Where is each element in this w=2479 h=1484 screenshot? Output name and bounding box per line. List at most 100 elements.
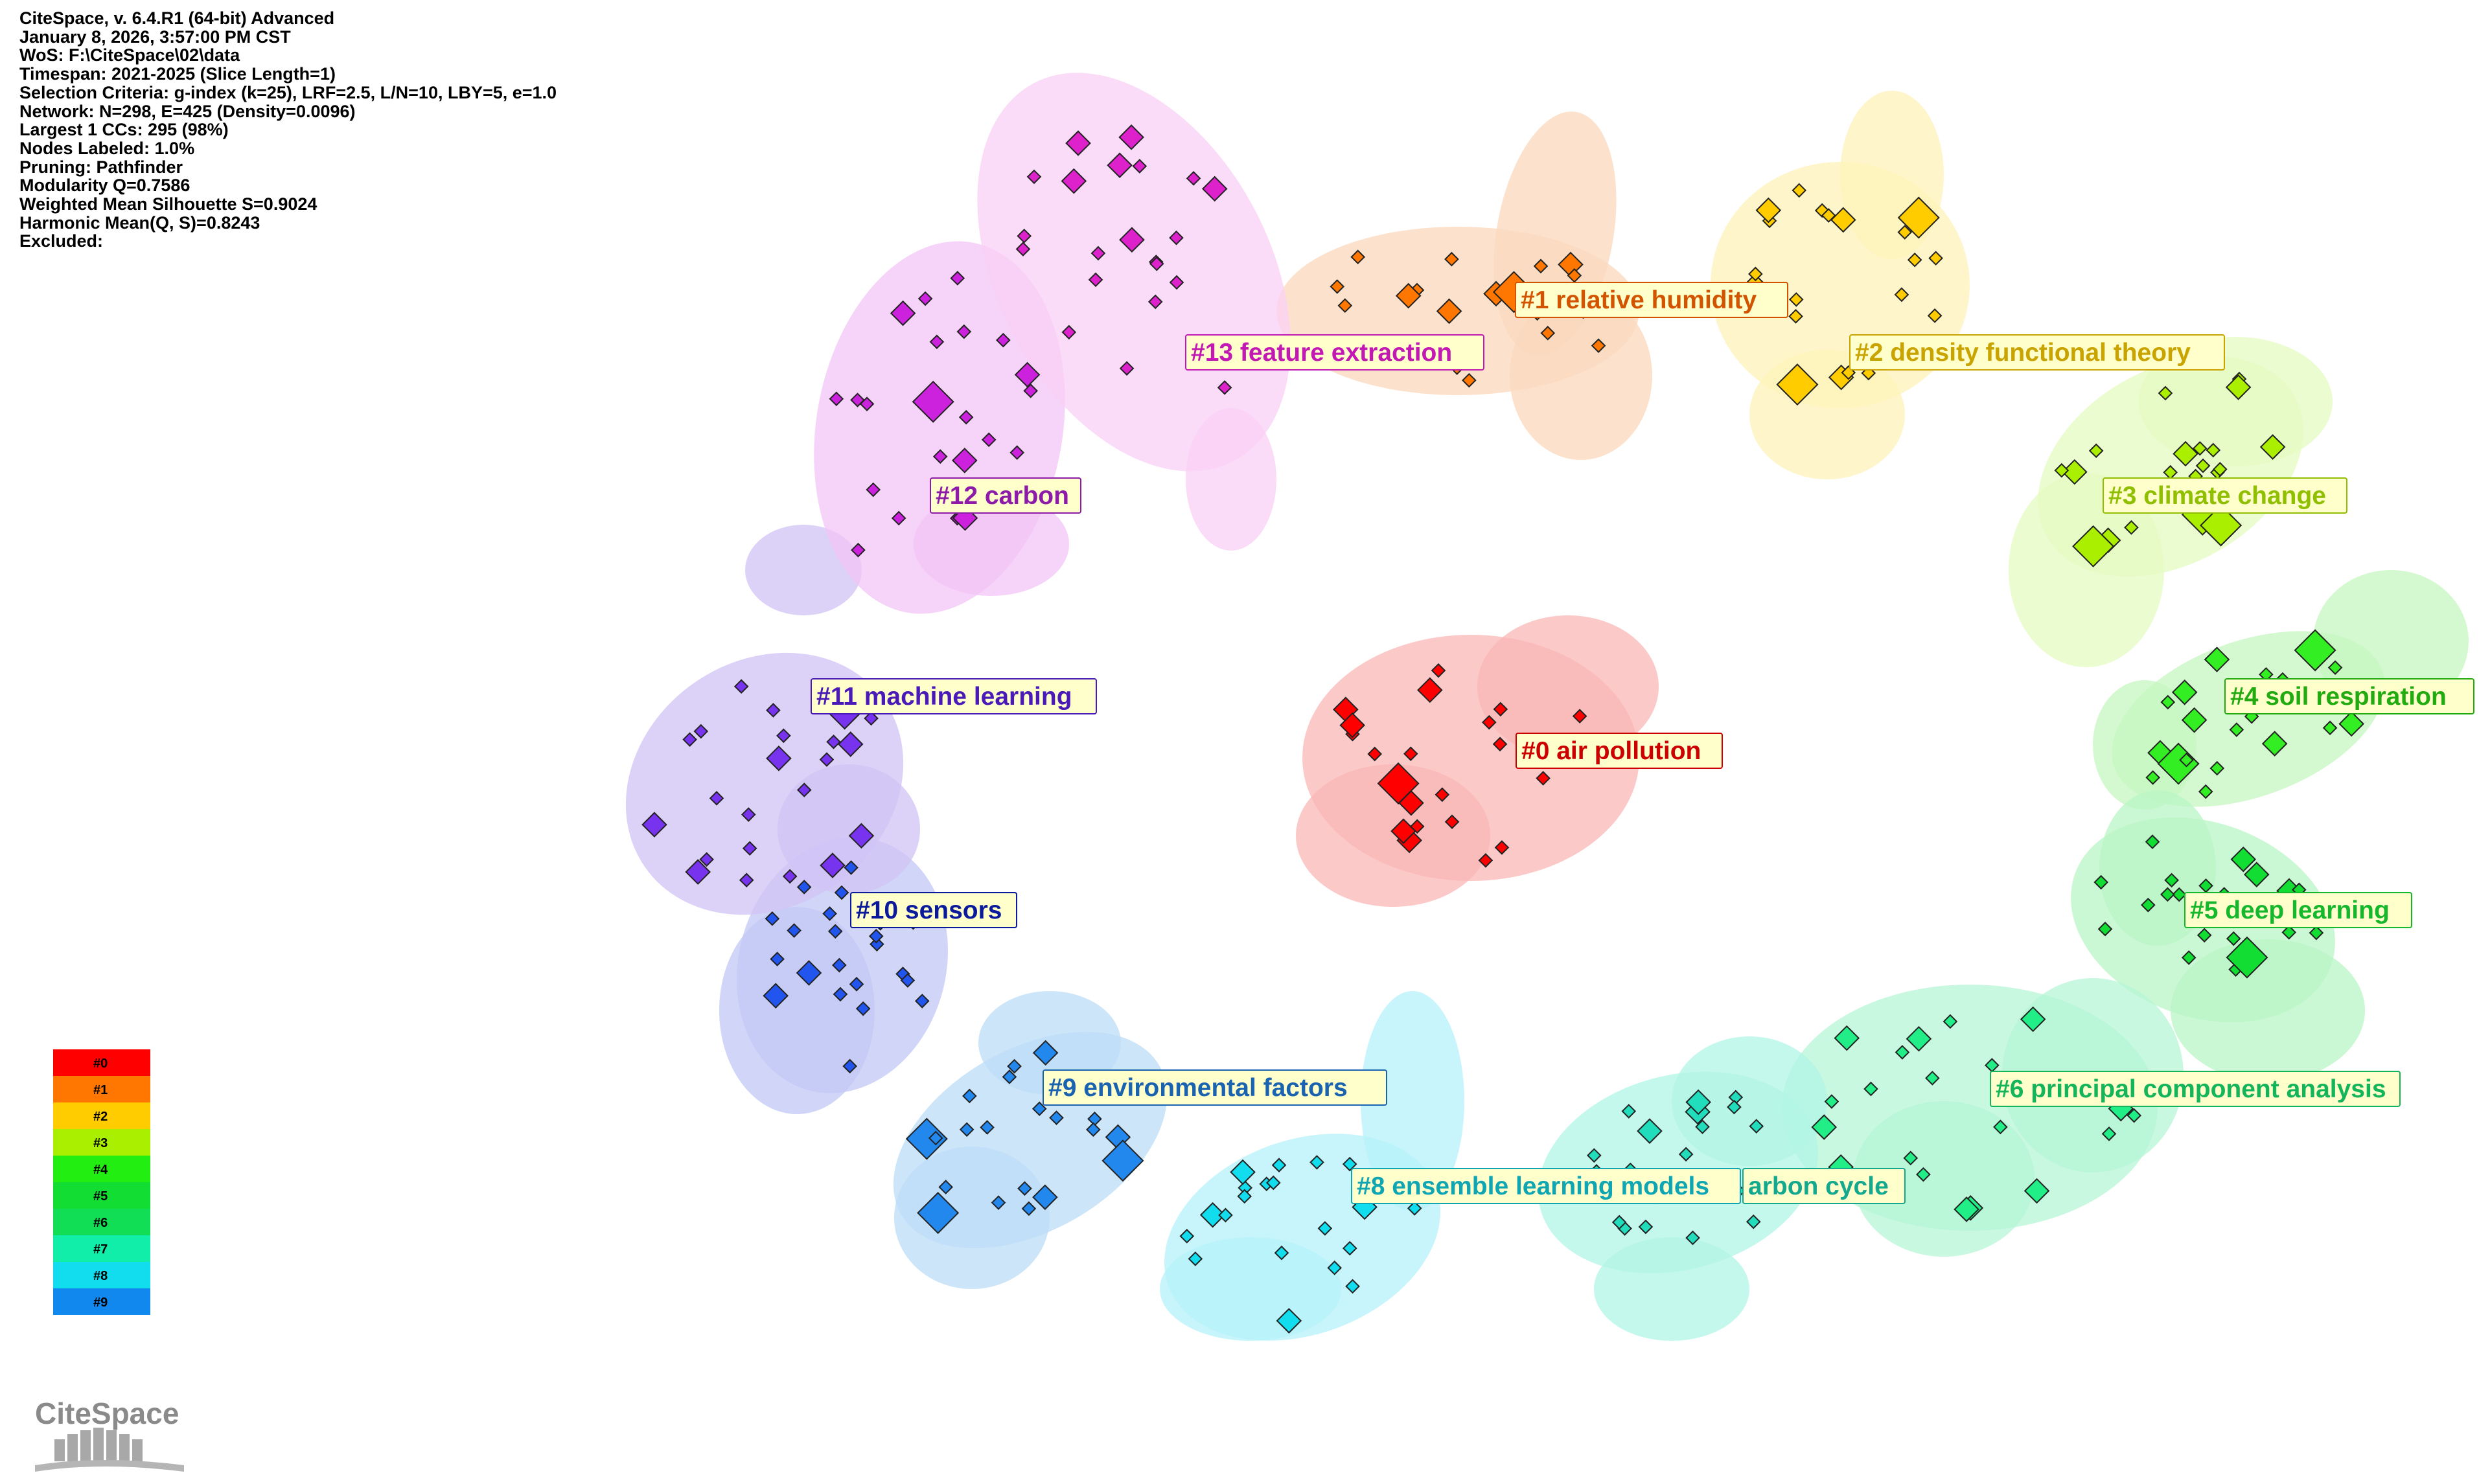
network-node[interactable] (2338, 711, 2364, 737)
network-node[interactable] (2294, 629, 2336, 672)
network-node[interactable] (864, 711, 879, 726)
network-node[interactable] (952, 448, 978, 474)
network-node[interactable] (1540, 325, 1556, 341)
network-node[interactable] (1755, 197, 1782, 223)
network-node[interactable] (2171, 887, 2187, 902)
network-node[interactable] (1788, 292, 1804, 307)
network-node[interactable] (1337, 298, 1353, 314)
network-node[interactable] (1417, 677, 1443, 703)
network-node[interactable] (1032, 1184, 1058, 1211)
network-node[interactable] (958, 409, 974, 425)
network-node[interactable] (1238, 1180, 1253, 1196)
network-node[interactable] (1403, 746, 1418, 761)
cluster-label[interactable]: #12 carbon (930, 477, 1081, 514)
network-node[interactable] (2124, 520, 2139, 535)
network-node[interactable] (2212, 462, 2228, 477)
network-node[interactable] (914, 994, 930, 1009)
network-node[interactable] (1367, 746, 1383, 762)
network-node[interactable] (1788, 308, 1803, 324)
network-node[interactable] (2200, 504, 2243, 547)
network-node[interactable] (2093, 874, 2109, 890)
network-node[interactable] (1637, 1118, 1663, 1144)
network-node[interactable] (1132, 159, 1147, 174)
network-node[interactable] (1017, 229, 1032, 244)
network-node[interactable] (787, 923, 801, 938)
network-node[interactable] (2062, 459, 2088, 485)
network-node[interactable] (766, 703, 781, 718)
network-node[interactable] (1014, 361, 1041, 388)
network-node[interactable] (827, 924, 843, 939)
network-node[interactable] (2209, 760, 2225, 776)
network-node[interactable] (2225, 374, 2252, 400)
network-node[interactable] (1897, 225, 1913, 240)
network-node[interactable] (866, 482, 881, 497)
network-node[interactable] (796, 960, 822, 986)
network-node[interactable] (1087, 1112, 1102, 1126)
network-node[interactable] (1017, 1181, 1032, 1196)
network-node[interactable] (1086, 1122, 1101, 1137)
network-node[interactable] (1494, 840, 1510, 855)
network-node[interactable] (1746, 1214, 1761, 1229)
network-node[interactable] (1444, 251, 1459, 267)
network-node[interactable] (819, 752, 835, 767)
cluster-nodes[interactable] (1742, 183, 1943, 406)
network-node[interactable] (2020, 1006, 2046, 1033)
network-node[interactable] (1954, 1196, 1979, 1222)
network-node[interactable] (917, 1192, 960, 1235)
network-node[interactable] (1065, 130, 1091, 156)
cluster-label[interactable]: #10 sensors (850, 892, 1017, 928)
network-node[interactable] (2243, 862, 2270, 887)
network-node[interactable] (2226, 936, 2268, 979)
network-node[interactable] (1536, 771, 1551, 786)
network-node[interactable] (2198, 878, 2213, 893)
network-node[interactable] (1409, 819, 1425, 834)
network-node[interactable] (1493, 702, 1508, 717)
network-node[interactable] (1342, 1240, 1357, 1256)
network-node[interactable] (2309, 925, 2324, 941)
network-node[interactable] (741, 807, 756, 822)
network-node[interactable] (1088, 272, 1103, 288)
network-node[interactable] (1007, 1058, 1022, 1074)
network-node[interactable] (1993, 1119, 2008, 1135)
network-node[interactable] (981, 432, 997, 448)
network-node[interactable] (962, 1088, 977, 1104)
network-node[interactable] (782, 869, 798, 884)
network-node[interactable] (1199, 1202, 1226, 1228)
network-node[interactable] (641, 812, 667, 838)
network-node[interactable] (1727, 1099, 1742, 1115)
network-node[interactable] (1090, 245, 1106, 261)
network-node[interactable] (1021, 1201, 1037, 1216)
network-node[interactable] (1685, 1230, 1700, 1246)
network-node[interactable] (1685, 1089, 1711, 1115)
network-node[interactable] (1728, 1090, 1744, 1105)
cluster-nodes[interactable] (1015, 124, 1235, 395)
network-node[interactable] (2145, 770, 2161, 785)
network-node[interactable] (2171, 679, 2198, 705)
cluster-nodes[interactable] (905, 1040, 1157, 1235)
network-node[interactable] (1101, 1139, 1144, 1182)
cluster-label[interactable]: #8 ensemble learning models (1351, 1168, 1741, 1204)
network-node[interactable] (991, 1195, 1006, 1210)
cluster-label[interactable]: #2 density functional theory (1849, 334, 2225, 371)
network-node[interactable] (685, 859, 711, 885)
network-node[interactable] (1330, 279, 1345, 294)
network-node[interactable] (1462, 372, 1477, 388)
network-node[interactable] (1435, 787, 1450, 803)
network-node[interactable] (1749, 1119, 1764, 1134)
network-node[interactable] (2097, 921, 2113, 937)
network-node[interactable] (1925, 1071, 1940, 1086)
network-node[interactable] (709, 791, 724, 806)
network-node[interactable] (1928, 251, 1943, 266)
network-node[interactable] (2322, 720, 2338, 736)
network-node[interactable] (1678, 1147, 1694, 1162)
network-node[interactable] (1009, 445, 1025, 461)
network-node[interactable] (826, 734, 841, 749)
network-node[interactable] (1444, 814, 1460, 830)
network-node[interactable] (1395, 282, 1422, 309)
network-node[interactable] (1237, 1189, 1252, 1204)
cluster-labels[interactable]: #0 air pollution #1 relative humidity #2 d… (811, 282, 2474, 1204)
network-node[interactable] (2229, 722, 2244, 737)
network-node[interactable] (1169, 230, 1184, 245)
network-node[interactable] (739, 873, 754, 888)
network-node[interactable] (1824, 1094, 1839, 1109)
